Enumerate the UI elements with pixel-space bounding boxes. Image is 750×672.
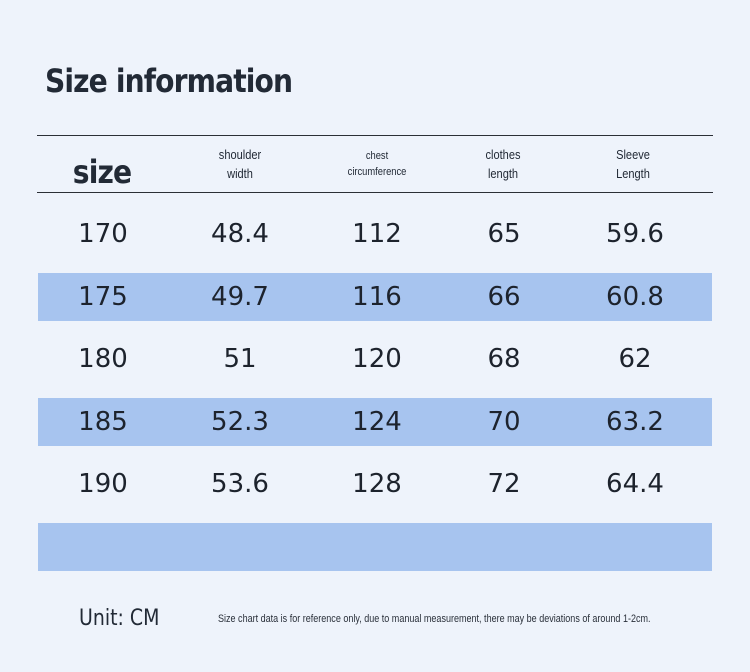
cell-chest-circumference: 120 [352,344,402,374]
cell-shoulder-width: 51 [223,344,257,374]
cell-shoulder-width: 52.3 [211,407,269,437]
table-row: 190 53.6 128 72 64.4 [38,460,712,508]
cell-sleeve-length: 60.8 [606,282,664,312]
header-size-label: size [72,153,132,191]
cell-sleeve-length: 62 [618,344,652,374]
table-top-rule [37,135,713,136]
header-clothes-length: clothes length [482,136,523,192]
cell-shoulder-width: 53.6 [211,469,269,499]
table-row: 185 52.3 124 70 63.2 [38,398,712,446]
header-sleeve-line1: Sleeve [616,147,650,162]
cell-clothes-length: 70 [487,407,521,437]
header-shoulder-line1: shoulder [218,147,262,162]
header-sleeve-line2: Length [616,166,650,181]
cell-sleeve-length: 59.6 [606,219,664,249]
header-chest-line1: chest [365,150,389,162]
table-header-rule [37,192,713,193]
disclaimer-note: Size chart data is for reference only, d… [218,613,651,625]
table-row-empty [38,523,712,571]
cell-size: 170 [78,219,128,249]
cell-chest-circumference: 128 [352,469,402,499]
header-shoulder-line2: width [227,166,253,181]
cell-shoulder-width: 48.4 [211,219,269,249]
cell-chest-circumference: 124 [352,407,402,437]
cell-clothes-length: 65 [487,219,521,249]
cell-sleeve-length: 64.4 [606,469,664,499]
table-row: 180 51 120 68 62 [38,335,712,383]
unit-label: Unit: CM [79,606,160,631]
cell-shoulder-width: 49.7 [211,282,269,312]
cell-chest-circumference: 112 [352,219,402,249]
cell-size: 185 [78,407,128,437]
header-sleeve-length: Sleeve Length [613,136,653,192]
header-shoulder-width: shoulder width [215,136,265,192]
header-chest-circumference: chest circumference [342,136,411,192]
header-size: size [69,136,135,192]
cell-clothes-length: 68 [487,344,521,374]
table-row: 170 48.4 112 65 59.6 [38,210,712,258]
cell-chest-circumference: 116 [352,282,402,312]
header-clothes-line2: length [487,166,519,181]
page-title: Size information [45,62,293,100]
cell-clothes-length: 72 [487,469,521,499]
cell-size: 180 [78,344,128,374]
cell-size: 175 [78,282,128,312]
cell-clothes-length: 66 [487,282,521,312]
header-clothes-line1: clothes [485,147,521,162]
table-header-row: size shoulder width chest circumference … [37,136,713,192]
header-chest-line2: circumference [347,166,407,178]
table-row: 175 49.7 116 66 60.8 [38,273,712,321]
cell-sleeve-length: 63.2 [606,407,664,437]
cell-size: 190 [78,469,128,499]
